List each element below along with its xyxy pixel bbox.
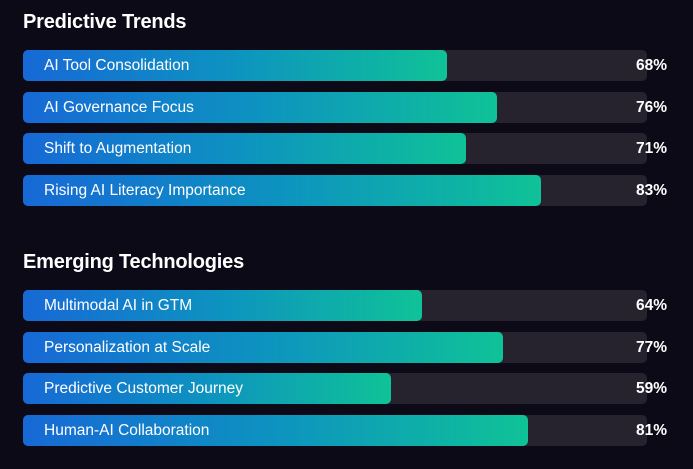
emerging-technologies-chart: Emerging Technologies Multimodal AI in G…	[23, 248, 671, 456]
bar-label: Multimodal AI in GTM	[44, 297, 193, 314]
bar-fill	[23, 331, 503, 363]
bar-value-label: 71%	[635, 140, 667, 157]
bar-value-label: 76%	[635, 98, 667, 116]
emerging-technologies-bars: Multimodal AI in GTM 64% Personalization a…	[23, 290, 671, 446]
bar-value-label: 83%	[635, 181, 667, 199]
predictive-trends-bars: AI Tool Consolidation 68% AI Governance Fo…	[23, 50, 671, 206]
bar-row: Personalization at Scale 77%	[23, 331, 671, 363]
predictive-trends-chart: Predictive Trends AI Tool Consolidation 6…	[23, 8, 671, 216]
bar-row: Human-AI Collaboration 81%	[23, 414, 671, 446]
bar-row: AI Governance Focus 76%	[23, 91, 671, 123]
bar-row: Rising AI Literacy Importance 83%	[23, 174, 671, 206]
bar-fill	[23, 91, 497, 123]
bar-value-label: 59%	[635, 380, 667, 397]
bar-value-label: 68%	[635, 57, 667, 74]
predictive-trends-title: Predictive Trends	[23, 11, 187, 33]
bar-label: AI Governance Focus	[44, 98, 194, 116]
bar-label: Rising AI Literacy Importance	[44, 181, 246, 199]
emerging-technologies-title: Emerging Technologies	[23, 251, 245, 273]
bar-value-label: 81%	[635, 421, 667, 439]
bar-value-label: 64%	[635, 297, 667, 314]
bar-value-label: 77%	[635, 338, 667, 356]
bar-fill	[23, 414, 528, 446]
bar-row: Multimodal AI in GTM 64%	[23, 290, 671, 321]
bar-fill	[23, 290, 422, 321]
bar-fill	[23, 50, 447, 81]
bar-label: Personalization at Scale	[44, 338, 211, 356]
bar-fill	[23, 174, 541, 206]
bar-label: Human-AI Collaboration	[44, 421, 210, 439]
bar-fill	[23, 373, 391, 404]
bar-row: AI Tool Consolidation 68%	[23, 50, 671, 81]
bar-row: Predictive Customer Journey 59%	[23, 373, 671, 404]
bar-label: Shift to Augmentation	[44, 140, 192, 157]
bar-label: Predictive Customer Journey	[44, 380, 243, 397]
bar-row: Shift to Augmentation 71%	[23, 133, 671, 164]
bar-label: AI Tool Consolidation	[44, 57, 190, 74]
bar-fill	[23, 133, 466, 164]
